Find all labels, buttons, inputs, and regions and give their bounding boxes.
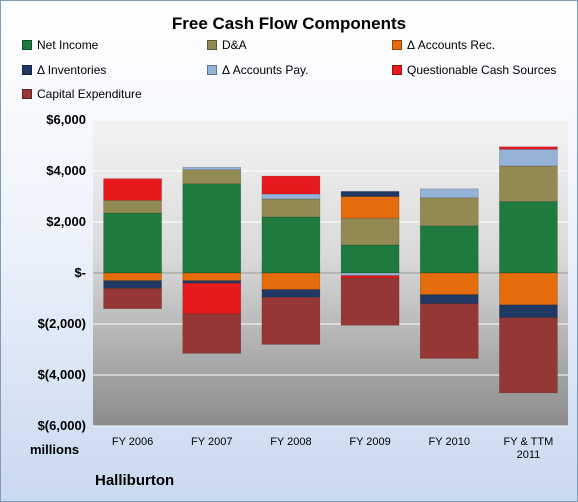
bar-segment (103, 272, 162, 281)
legend-label: D&A (222, 38, 247, 52)
bar-segment (261, 193, 321, 200)
company-label: Halliburton (95, 472, 175, 489)
bar-segment (103, 212, 162, 274)
bar-segment (340, 272, 400, 276)
bar-segment (419, 272, 479, 295)
bar-segment (340, 191, 400, 197)
x-tick-label: FY & TTM 2011 (503, 436, 554, 461)
bar-segment (419, 303, 479, 359)
bar-segment (261, 175, 321, 195)
y-tick-label: $(4,000) (37, 367, 86, 382)
chart-title: Free Cash Flow Components (171, 14, 407, 33)
bar-segment (103, 178, 162, 201)
bar-segment (261, 272, 321, 290)
legend: Net Income D&A Δ Accounts Rec. Δ Invento… (0, 36, 578, 108)
bar-segment (340, 275, 400, 279)
bar-segment (419, 188, 479, 199)
x-tick-label: FY 2010 (428, 436, 470, 448)
bar-segment (261, 216, 321, 274)
legend-item-questionable-cash: Questionable Cash Sources (392, 63, 556, 77)
y-tick-label: $2,000 (46, 214, 86, 229)
bar-segment (340, 277, 400, 326)
legend-swatch (392, 65, 402, 75)
bar-segment (103, 200, 162, 214)
bar-segment (419, 294, 479, 304)
x-tick-label: FY 2007 (191, 436, 233, 448)
bar-segment (182, 272, 242, 281)
y-tick-label: $(6,000) (37, 418, 86, 433)
legend-label: Δ Accounts Rec. (407, 38, 496, 52)
bar-segment (499, 317, 558, 394)
bar-segment (182, 166, 242, 171)
y-tick-label: $6,000 (46, 112, 86, 127)
x-tick-label: FY 2008 (270, 436, 312, 448)
bar-segment (182, 282, 242, 315)
legend-swatch (22, 40, 32, 50)
y-tick-label: $(2,000) (37, 316, 86, 331)
unit-label: millions (30, 442, 80, 457)
bar-segment (499, 272, 558, 306)
bar-segment (182, 169, 242, 185)
bar-segment (499, 165, 558, 202)
legend-swatch (22, 89, 32, 99)
x-tick-label: FY 2006 (111, 436, 154, 448)
legend-label: Net Income (37, 38, 99, 52)
bar-segment (182, 313, 242, 354)
legend-label: Questionable Cash Sources (407, 63, 557, 77)
bar-segment (499, 146, 558, 150)
bar-segment (261, 289, 321, 298)
bar-segment (499, 201, 558, 274)
bar-segment (261, 198, 321, 218)
legend-swatch (207, 65, 217, 75)
legend-label: Capital Expenditure (37, 87, 142, 101)
bar-segment (103, 280, 162, 289)
y-tick-label: $- (74, 265, 86, 280)
bar-segment (340, 217, 400, 246)
bar-segment (182, 280, 242, 284)
bar-segment (340, 244, 400, 274)
legend-swatch (392, 40, 402, 50)
legend-item-capex: Capital Expenditure (22, 87, 142, 101)
legend-item-accounts-rec: Δ Accounts Rec. (392, 38, 495, 52)
legend-label: Δ Accounts Pay. (222, 63, 309, 77)
legend-item-da: D&A (207, 38, 247, 52)
x-tick-label: FY 2009 (349, 436, 391, 448)
y-tick-label: $4,000 (46, 163, 86, 178)
bar-segment (499, 304, 558, 318)
legend-swatch (22, 65, 32, 75)
legend-swatch (207, 40, 217, 50)
legend-item-accounts-pay: Δ Accounts Pay. (207, 63, 309, 77)
bar-segment (261, 296, 321, 345)
bar-segment (340, 196, 400, 219)
legend-item-inventories: Δ Inventories (22, 63, 106, 77)
legend-item-net-income: Net Income (22, 38, 98, 52)
bar-segment (499, 149, 558, 167)
bar-segment (419, 197, 479, 227)
bar-segment (182, 183, 242, 274)
bar-segment (103, 287, 162, 309)
legend-label: Δ Inventories (37, 63, 107, 77)
bar-segment (419, 225, 479, 274)
